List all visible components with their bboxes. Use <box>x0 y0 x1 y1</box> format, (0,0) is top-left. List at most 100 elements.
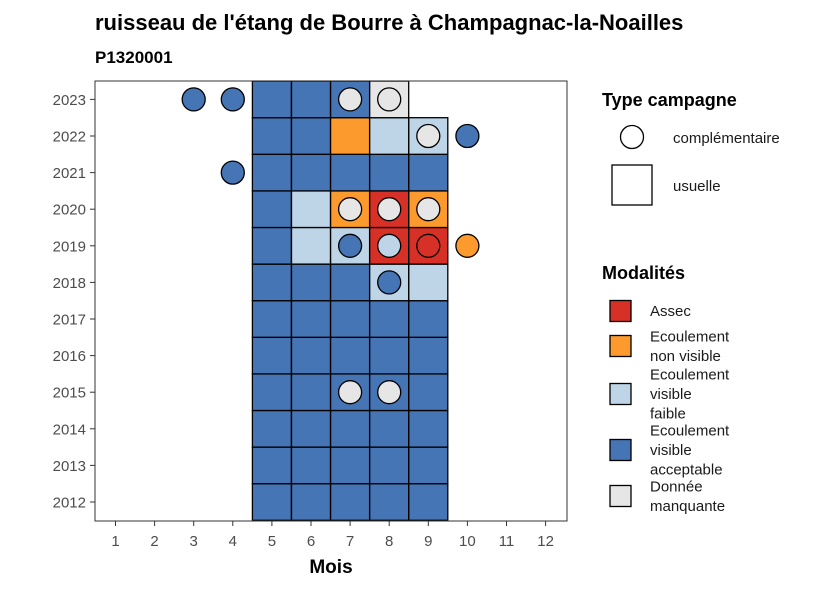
x-tick-label-6: 6 <box>307 533 315 550</box>
legend-label-acceptable: Ecoulement visible acceptable <box>650 423 730 479</box>
point-2015-8 <box>377 380 402 405</box>
tile-2012-7 <box>329 483 371 521</box>
tile-2016-5 <box>251 336 293 375</box>
legend-label-complementaire: complémentaire <box>673 130 780 147</box>
tile-2018-9 <box>408 263 449 302</box>
point-2022-10 <box>455 123 480 149</box>
plot-border <box>94 80 568 522</box>
y-tick-label-2019: 2019 <box>53 238 86 255</box>
tile-2023-5 <box>251 80 293 119</box>
tile-2022-6 <box>290 117 332 155</box>
tile-2013-5 <box>251 446 293 485</box>
tile-2015-9 <box>408 373 449 412</box>
tile-2020-6 <box>290 190 332 229</box>
point-2023-4 <box>220 87 245 112</box>
tile-2014-7 <box>329 409 371 448</box>
tile-2014-9 <box>408 409 449 448</box>
tile-2022-7 <box>329 117 371 155</box>
tile-2016-8 <box>369 336 410 375</box>
point-2019-7 <box>337 233 363 258</box>
x-tick-label-10: 10 <box>459 533 476 550</box>
plot-area <box>181 80 480 521</box>
point-2019-10 <box>455 233 480 258</box>
tile-2019-5 <box>251 226 293 265</box>
tile-2021-7 <box>329 153 371 192</box>
legend-key-usuelle <box>611 164 653 206</box>
x-tick-label-9: 9 <box>424 533 432 550</box>
y-tick-label-2023: 2023 <box>53 92 86 109</box>
tile-2012-5 <box>251 483 293 521</box>
tile-2014-8 <box>369 409 410 448</box>
tile-2016-9 <box>408 336 449 375</box>
point-2021-4 <box>220 160 245 185</box>
tile-2021-6 <box>290 153 332 192</box>
tile-2015-6 <box>290 373 332 412</box>
legend-key-complementaire <box>619 124 645 150</box>
tile-2013-6 <box>290 446 332 485</box>
tile-2014-6 <box>290 409 332 448</box>
chart-title: ruisseau de l'étang de Bourre à Champagn… <box>95 10 683 35</box>
tile-2021-9 <box>408 153 449 192</box>
y-tick-label-2022: 2022 <box>53 129 86 146</box>
y-tick-label-2017: 2017 <box>53 312 86 329</box>
tile-2013-8 <box>369 446 410 485</box>
legend-swatch-faible <box>609 382 632 406</box>
tile-2018-5 <box>251 263 293 302</box>
tile-2012-8 <box>369 483 410 521</box>
y-tick-label-2012: 2012 <box>53 495 86 512</box>
legend-swatch-nonvisible <box>609 334 632 358</box>
x-tick-label-3: 3 <box>190 533 198 550</box>
x-tick-label-2: 2 <box>150 533 158 550</box>
tile-2016-6 <box>290 336 332 375</box>
legend-swatch-acceptable <box>609 438 632 462</box>
point-2015-7 <box>337 380 363 405</box>
chart-subtitle: P1320001 <box>95 48 173 67</box>
tile-2022-8 <box>369 117 410 155</box>
tile-2021-5 <box>251 153 293 192</box>
y-tick-label-2020: 2020 <box>53 202 86 219</box>
x-tick-label-4: 4 <box>229 533 237 550</box>
tile-2012-9 <box>408 483 449 521</box>
tile-2013-9 <box>408 446 449 485</box>
tile-2015-5 <box>251 373 293 412</box>
tile-2018-6 <box>290 263 332 302</box>
point-2019-8 <box>377 233 402 258</box>
x-axis: 1 2 3 4 5 6 7 8 9 10 11 12 <box>111 521 554 550</box>
tile-2023-6 <box>290 80 332 119</box>
tile-2017-9 <box>408 300 449 338</box>
x-tick-label-5: 5 <box>268 533 276 550</box>
x-tick-label-11: 11 <box>499 533 515 550</box>
tile-2018-7 <box>329 263 371 302</box>
legend-label-usuelle: usuelle <box>673 178 721 195</box>
point-2023-3 <box>181 87 206 112</box>
tile-2022-5 <box>251 117 293 155</box>
y-tick-label-2021: 2021 <box>53 165 86 182</box>
point-2020-7 <box>337 197 363 222</box>
tile-2020-5 <box>251 190 293 229</box>
y-axis: 2012 2013 2014 2015 2016 2017 2018 2019 2020 2021… <box>53 92 95 512</box>
point-2018-8 <box>377 270 402 295</box>
legend-label-assec: Assec <box>650 303 691 320</box>
tile-2013-7 <box>329 446 371 485</box>
y-tick-label-2013: 2013 <box>53 458 86 475</box>
x-tick-label-7: 7 <box>346 533 354 550</box>
point-2022-9 <box>416 123 441 149</box>
tile-2017-5 <box>251 300 293 338</box>
tile-2021-8 <box>369 153 410 192</box>
legend-label-manquante: Donnée manquante <box>650 478 725 515</box>
legend-shape: complémentaire usuelle <box>611 124 780 206</box>
legend-shape-title: Type campagne <box>602 90 737 110</box>
tile-2012-6 <box>290 483 332 521</box>
point-2020-9 <box>416 197 441 222</box>
legend-fill-title: Modalités <box>602 263 685 283</box>
legend-swatch-assec <box>609 299 632 323</box>
tile-2016-7 <box>329 336 371 375</box>
point-2023-8 <box>377 87 402 112</box>
tile-2017-8 <box>369 300 410 338</box>
tile-2014-5 <box>251 409 293 448</box>
x-tick-label-1: 1 <box>111 533 119 550</box>
y-tick-label-2016: 2016 <box>53 348 86 365</box>
y-tick-label-2018: 2018 <box>53 275 86 292</box>
